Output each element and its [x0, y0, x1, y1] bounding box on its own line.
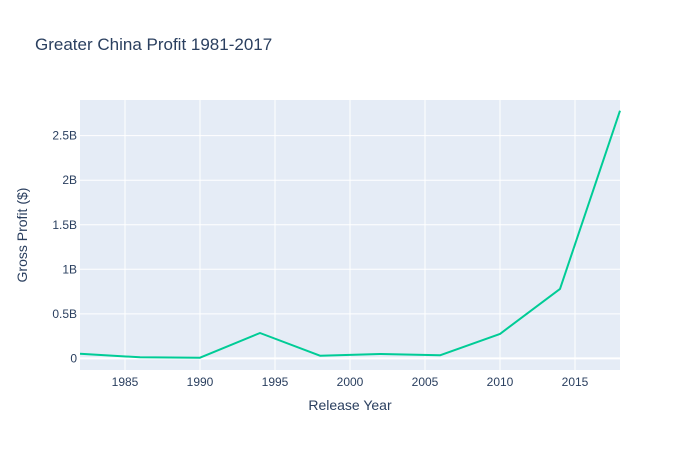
x-tick-label: 2015 — [562, 375, 589, 389]
x-tick-label: 1985 — [112, 375, 139, 389]
x-axis-title: Release Year — [308, 397, 392, 413]
chart-title: Greater China Profit 1981-2017 — [35, 35, 272, 54]
tick-labels: 1985 1990 1995 2000 2005 2010 2015 0 0.5B 1B 1.5B 2… — [52, 129, 588, 389]
x-tick-label: 1995 — [262, 375, 289, 389]
data-point[interactable] — [617, 108, 623, 114]
data-point[interactable] — [197, 355, 203, 361]
data-point[interactable] — [377, 351, 383, 357]
y-tick-label: 0.5B — [52, 307, 77, 321]
data-point[interactable] — [557, 286, 563, 292]
y-tick-label: 2.5B — [52, 129, 77, 143]
y-tick-label: 0 — [70, 351, 77, 365]
y-tick-label: 1.5B — [52, 218, 77, 232]
y-tick-label: 2B — [62, 173, 77, 187]
data-point[interactable] — [77, 351, 83, 357]
y-axis-title: Gross Profit ($) — [14, 188, 30, 283]
data-point[interactable] — [257, 330, 263, 336]
series-line — [79, 110, 621, 359]
data-point[interactable] — [137, 354, 143, 360]
x-tick-label: 2010 — [487, 375, 514, 389]
data-series — [77, 108, 623, 361]
x-tick-label: 2005 — [412, 375, 439, 389]
y-tick-label: 1B — [62, 262, 77, 276]
data-point[interactable] — [437, 352, 443, 358]
data-point[interactable] — [497, 331, 503, 337]
data-point[interactable] — [317, 353, 323, 359]
x-tick-label: 1990 — [187, 375, 214, 389]
x-tick-label: 2000 — [337, 375, 364, 389]
